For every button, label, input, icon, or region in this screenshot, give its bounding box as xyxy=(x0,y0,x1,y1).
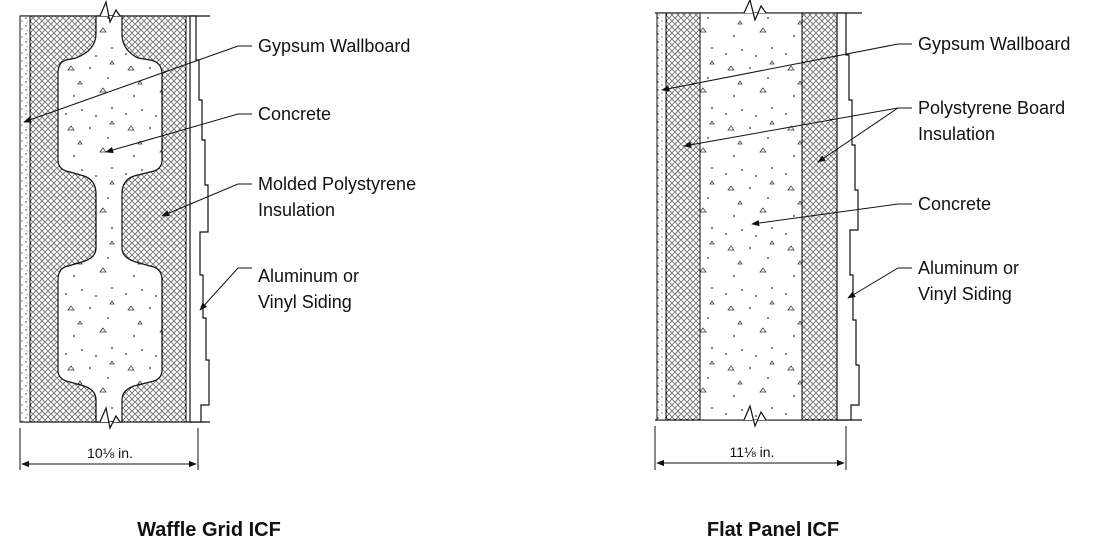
label-siding-line2: Vinyl Siding xyxy=(258,292,352,312)
concrete-waffle-core xyxy=(57,15,163,423)
leader-insulation xyxy=(161,183,252,217)
leader-siding xyxy=(847,267,912,299)
top-break-symbol xyxy=(743,0,767,22)
gypsum-wallboard-layer xyxy=(19,15,31,423)
leader-gypsum xyxy=(661,43,912,92)
flat-panel-diagram: Gypsum Wallboard Polystyrene Board Insul… xyxy=(654,0,1070,541)
label-insulation-line1: Polystyrene Board xyxy=(918,98,1065,118)
dimension-label: 11⅛ in. xyxy=(730,444,775,460)
leader-siding xyxy=(199,267,252,311)
top-break-symbol xyxy=(99,0,121,24)
label-insulation-line2: Insulation xyxy=(258,200,335,220)
concrete-core xyxy=(699,12,803,421)
leader-gypsum xyxy=(23,45,252,123)
label-gypsum-wallboard: Gypsum Wallboard xyxy=(258,36,410,56)
label-concrete: Concrete xyxy=(258,104,331,124)
leader-insulation-outer xyxy=(817,107,899,163)
caption-flat-panel: Flat Panel ICF xyxy=(707,519,839,541)
label-insulation-line1: Molded Polystyrene xyxy=(258,174,416,194)
label-concrete: Concrete xyxy=(918,194,991,214)
label-siding-line2: Vinyl Siding xyxy=(918,284,1012,304)
waffle-grid-diagram: Gypsum Wallboard Concrete Molded Polysty… xyxy=(19,0,416,541)
leader-concrete xyxy=(105,113,252,154)
label-siding-line1: Aluminum or xyxy=(918,258,1019,278)
label-gypsum-wallboard: Gypsum Wallboard xyxy=(918,34,1070,54)
siding-layer xyxy=(189,15,210,423)
label-siding-line1: Aluminum or xyxy=(258,266,359,286)
leader-concrete xyxy=(751,203,912,227)
siding-layer xyxy=(836,12,860,421)
label-insulation-line2: Insulation xyxy=(918,124,995,144)
bottom-break-symbol xyxy=(743,404,767,428)
bottom-break-symbol xyxy=(99,405,121,430)
dimension-label: 10⅛ in. xyxy=(87,445,133,461)
caption-waffle-grid: Waffle Grid ICF xyxy=(137,519,281,541)
gypsum-wallboard-layer xyxy=(656,12,667,421)
inner-polystyrene-board xyxy=(665,12,701,421)
